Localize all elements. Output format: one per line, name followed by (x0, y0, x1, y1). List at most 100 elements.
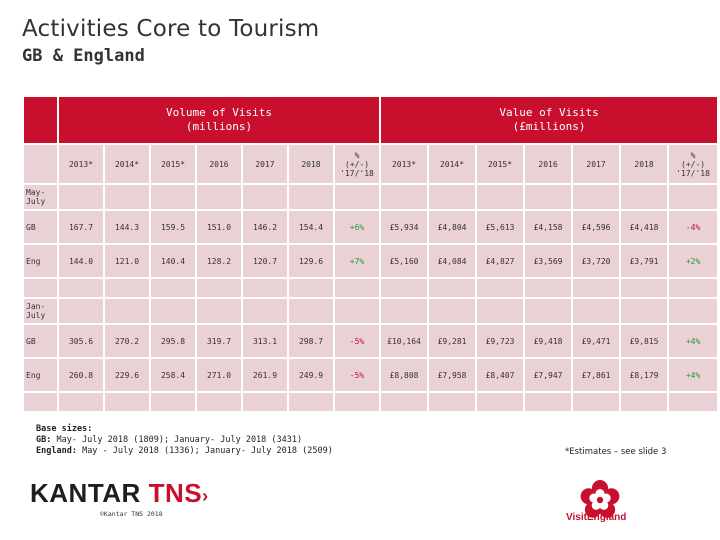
value-cell: £5,160 (381, 245, 428, 277)
page-subtitle: GB & England (22, 46, 145, 66)
value-cell: £7,958 (429, 359, 476, 391)
kantar-word: KANTAR (30, 478, 141, 508)
empty-cell (381, 393, 428, 411)
group-header-row: Volume of Visits (millions) Value of Visit… (24, 97, 718, 143)
empty-cell (573, 299, 620, 323)
change-cell: +4% (669, 359, 718, 391)
empty-cell (621, 393, 668, 411)
empty-cell (573, 185, 620, 209)
value-header-unit: (£millions) (512, 120, 586, 133)
value-cell: 305.6 (59, 325, 103, 357)
value-cell: 129.6 (289, 245, 333, 277)
value-cell: £3,791 (621, 245, 668, 277)
tourism-data-table: Volume of Visits (millions) Value of Visit… (22, 95, 719, 413)
corner-cell (24, 97, 57, 143)
visit-england-logo-text: VisitEngland (566, 512, 627, 523)
empty-cell (105, 393, 149, 411)
value-cell: 229.6 (105, 359, 149, 391)
table-row: Eng 260.8 229.6 258.4 271.0 261.9 249.9 -5% £8,8… (24, 359, 718, 391)
value-cell: 140.4 (151, 245, 195, 277)
table-row: GB 167.7 144.3 159.5 151.0 146.2 154.4 +6% £5,93… (24, 211, 718, 243)
value-cell: 121.0 (105, 245, 149, 277)
value-cell: 249.9 (289, 359, 333, 391)
empty-cell (381, 299, 428, 323)
value-cell: £4,084 (429, 245, 476, 277)
empty-cell (105, 279, 149, 297)
column-header: % (+/-) '17/'18 (669, 145, 718, 183)
base-england-text: May - July 2018 (1336); January- July 20… (76, 446, 333, 456)
value-cell: £9,815 (621, 325, 668, 357)
arrow-icon: › (202, 486, 209, 506)
empty-cell (669, 279, 718, 297)
column-header: 2017 (573, 145, 620, 183)
empty-cell (381, 185, 428, 209)
spacer-row (24, 393, 718, 411)
row-label: GB (24, 325, 57, 357)
value-cell: £7,861 (573, 359, 620, 391)
value-cell: 144.0 (59, 245, 103, 277)
column-header: 2013* (59, 145, 103, 183)
empty-cell (335, 185, 380, 209)
column-header: 2018 (289, 145, 333, 183)
empty-cell (59, 185, 103, 209)
value-cell: 146.2 (243, 211, 287, 243)
estimates-note: *Estimates – see slide 3 (565, 447, 667, 457)
change-cell: -5% (335, 359, 380, 391)
table-row: Eng 144.0 121.0 140.4 128.2 120.7 129.6 +7% £5,1… (24, 245, 718, 277)
empty-cell (669, 185, 718, 209)
empty-cell (477, 393, 524, 411)
empty-cell (243, 299, 287, 323)
empty-cell (525, 185, 572, 209)
empty-cell (477, 185, 524, 209)
value-header-title: Value of Visits (499, 106, 599, 119)
section-label-row: May- July (24, 185, 718, 209)
empty-cell (197, 279, 241, 297)
empty-cell (335, 393, 380, 411)
value-cell: £4,158 (525, 211, 572, 243)
value-cell: 261.9 (243, 359, 287, 391)
value-cell: 159.5 (151, 211, 195, 243)
page-title: Activities Core to Tourism (22, 16, 320, 42)
change-cell: -5% (335, 325, 380, 357)
empty-cell (429, 279, 476, 297)
empty-cell (477, 279, 524, 297)
change-cell: +4% (669, 325, 718, 357)
volume-group-header: Volume of Visits (millions) (59, 97, 380, 143)
change-cell: +7% (335, 245, 380, 277)
column-header: 2017 (243, 145, 287, 183)
value-cell: £3,720 (573, 245, 620, 277)
value-cell: 298.7 (289, 325, 333, 357)
section-label: May- July (24, 185, 57, 209)
value-cell: £10,164 (381, 325, 428, 357)
empty-cell (151, 279, 195, 297)
volume-header-unit: (millions) (185, 120, 253, 133)
change-cell: -4% (669, 211, 718, 243)
empty-cell (669, 299, 718, 323)
empty-cell (243, 393, 287, 411)
column-header: % (+/-) '17/'18 (335, 145, 380, 183)
empty-cell (197, 393, 241, 411)
column-header: 2013* (381, 145, 428, 183)
value-cell: £4,827 (477, 245, 524, 277)
empty-cell (24, 393, 57, 411)
volume-header-title: Volume of Visits (166, 106, 272, 119)
value-cell: 295.8 (151, 325, 195, 357)
empty-cell (151, 185, 195, 209)
value-cell: £9,418 (525, 325, 572, 357)
spacer-row (24, 279, 718, 297)
empty-cell (59, 393, 103, 411)
value-group-header: Value of Visits (£millions) (381, 97, 718, 143)
empty-cell (429, 299, 476, 323)
value-cell: 258.4 (151, 359, 195, 391)
empty-cell (289, 279, 333, 297)
value-cell: £3,569 (525, 245, 572, 277)
value-cell: £8,407 (477, 359, 524, 391)
empty-cell (24, 279, 57, 297)
section-label: Jan- July (24, 299, 57, 323)
empty-cell (477, 299, 524, 323)
tns-word: TNS (148, 478, 203, 508)
column-header: 2015* (151, 145, 195, 183)
empty-cell (525, 393, 572, 411)
empty-cell (429, 393, 476, 411)
value-cell: £7,947 (525, 359, 572, 391)
